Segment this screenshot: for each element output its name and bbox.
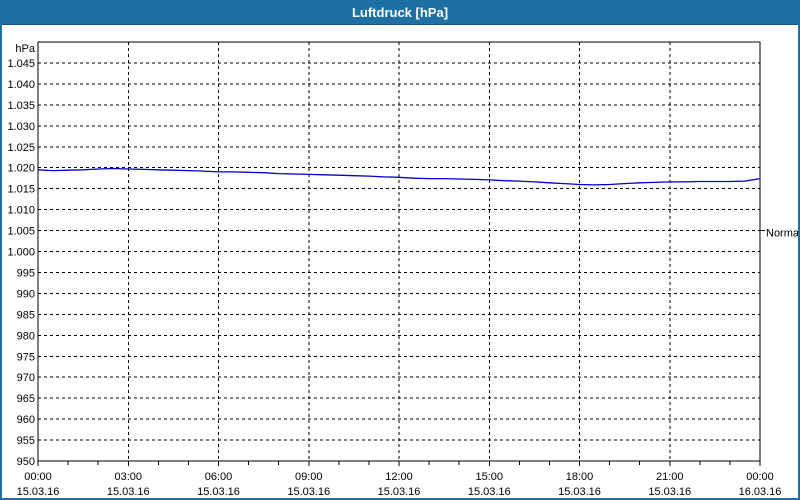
- x-axis-time-label: 12:00: [385, 471, 413, 483]
- x-axis-date-label: 15.03.16: [468, 486, 511, 498]
- window-title-bar[interactable]: Luftdruck [hPa]: [2, 2, 798, 25]
- y-axis-tick-label: 1.000: [7, 247, 35, 259]
- x-axis-time-label: 15:00: [475, 471, 503, 483]
- x-axis-time-label: 03:00: [114, 471, 142, 483]
- x-axis-time-label: 18:00: [566, 471, 594, 483]
- window-title: Luftdruck [hPa]: [351, 5, 449, 20]
- y-axis-tick-label: 1.005: [7, 226, 35, 238]
- x-axis-time-label: 21:00: [656, 471, 684, 483]
- x-axis-date-label: 15.03.16: [378, 486, 421, 498]
- y-axis-tick-label: 950: [17, 456, 35, 468]
- y-axis-tick-label: 1.020: [7, 163, 35, 175]
- y-axis-tick-label: 965: [17, 393, 35, 405]
- y-axis-tick-label: 990: [17, 288, 35, 300]
- y-axis-tick-label: 985: [17, 309, 35, 321]
- x-axis-date-label: 15.03.16: [107, 486, 150, 498]
- y-axis-unit-label: hPa: [15, 43, 35, 55]
- y-axis-tick-label: 960: [17, 414, 35, 426]
- y-axis-tick-label: 970: [17, 372, 35, 384]
- y-axis-tick-label: 1.010: [7, 205, 35, 217]
- x-axis-date-label: 16.03.16: [739, 486, 782, 498]
- x-axis-date-label: 15.03.16: [17, 486, 60, 498]
- x-axis-date-label: 15.03.16: [648, 486, 691, 498]
- x-axis-date-label: 15.03.16: [197, 486, 240, 498]
- y-axis-tick-label: 980: [17, 330, 35, 342]
- y-axis-tick-label: 1.040: [7, 79, 35, 91]
- y-axis-tick-label: 1.030: [7, 121, 35, 133]
- x-axis-time-label: 00:00: [746, 471, 774, 483]
- y-axis-tick-label: 1.025: [7, 142, 35, 154]
- x-axis-date-label: 15.03.16: [287, 486, 330, 498]
- y-axis-tick-label: 955: [17, 435, 35, 447]
- x-axis-time-label: 06:00: [205, 471, 233, 483]
- pressure-line: [37, 167, 761, 186]
- y-axis-tick-label: 1.045: [7, 58, 35, 70]
- normal-annotation-label: Normal: [766, 228, 798, 240]
- y-axis-tick-label: 995: [17, 267, 35, 279]
- y-axis-tick-label: 1.015: [7, 184, 35, 196]
- x-axis-time-label: 00:00: [24, 471, 52, 483]
- x-axis-time-label: 09:00: [295, 471, 323, 483]
- pressure-chart: 950 955 960 965 970 975 980 985 990 995 1.000 1.005…: [7, 41, 798, 498]
- y-axis-tick-label: 975: [17, 351, 35, 363]
- y-axis-tick-label: 1.035: [7, 100, 35, 112]
- x-axis-date-label: 15.03.16: [558, 486, 601, 498]
